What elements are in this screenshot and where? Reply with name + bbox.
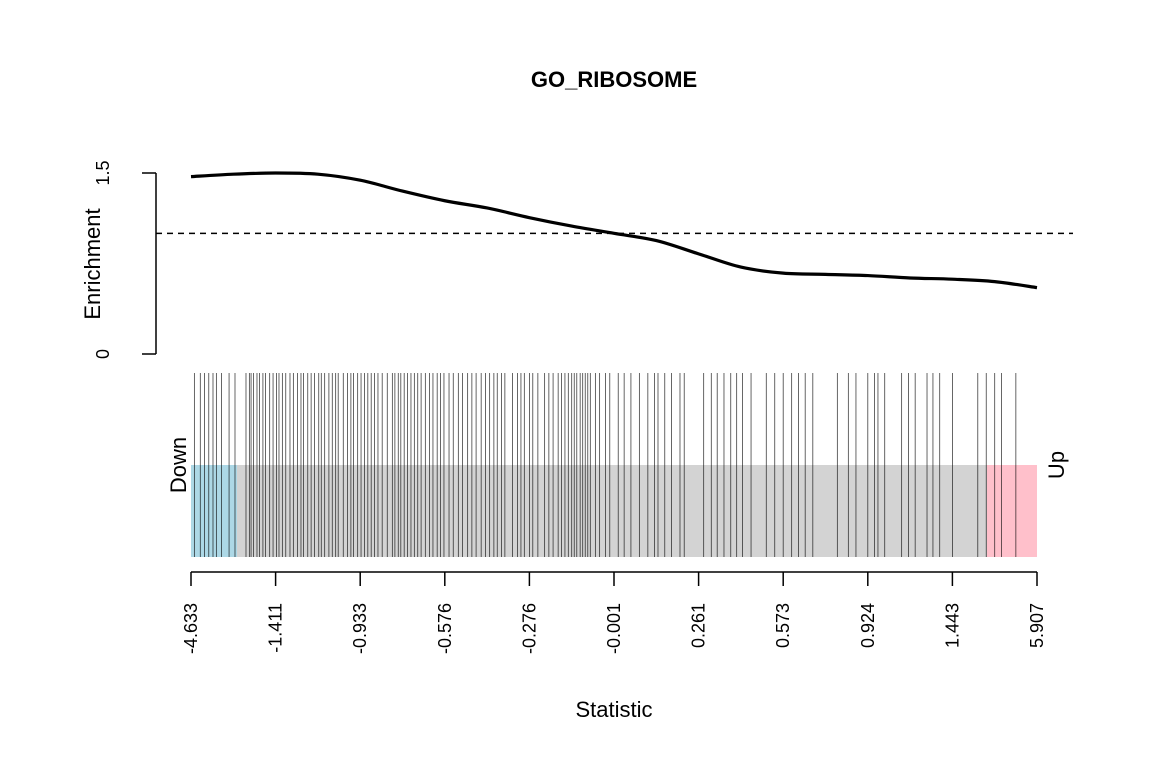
x-tick-label: 0.573 [773,603,793,648]
x-tick-label: 5.907 [1027,603,1047,648]
x-tick-label: -0.001 [604,603,624,654]
x-axis: -4.633 -1.411 -0.933 -0.576 -0.276 -0.001 0.26… [181,571,1047,722]
down-label: Down [166,437,191,493]
x-tick-label: 1.443 [942,603,962,648]
x-tick-label: 0.924 [858,603,878,648]
x-tick-label: -4.633 [181,603,201,654]
x-tick-label: -1.411 [266,603,286,653]
x-tick-label: -0.576 [435,603,455,654]
x-tick-label: -0.276 [519,603,539,654]
middle-region [191,465,1037,557]
down-region [191,465,237,557]
up-label: Up [1044,451,1069,479]
gene-lines [193,373,1017,557]
barcode-panel: Down Up [166,373,1069,557]
y-tick-label-top: 1.5 [93,160,113,185]
up-region [987,465,1037,557]
x-ticks: -4.633 -1.411 -0.933 -0.576 -0.276 -0.001 0.26… [181,572,1047,654]
x-tick-label: -0.933 [350,603,370,654]
y-axis-label: Enrichment [80,208,105,319]
x-tick-label: 0.261 [689,603,709,648]
enrichment-curve [190,171,1038,290]
y-tick-label-bottom: 0 [93,349,113,359]
enrichment-panel: 1.5 0 Enrichment [80,160,1073,359]
chart-title: GO_RIBOSOME [531,67,697,92]
x-axis-label: Statistic [575,697,652,722]
